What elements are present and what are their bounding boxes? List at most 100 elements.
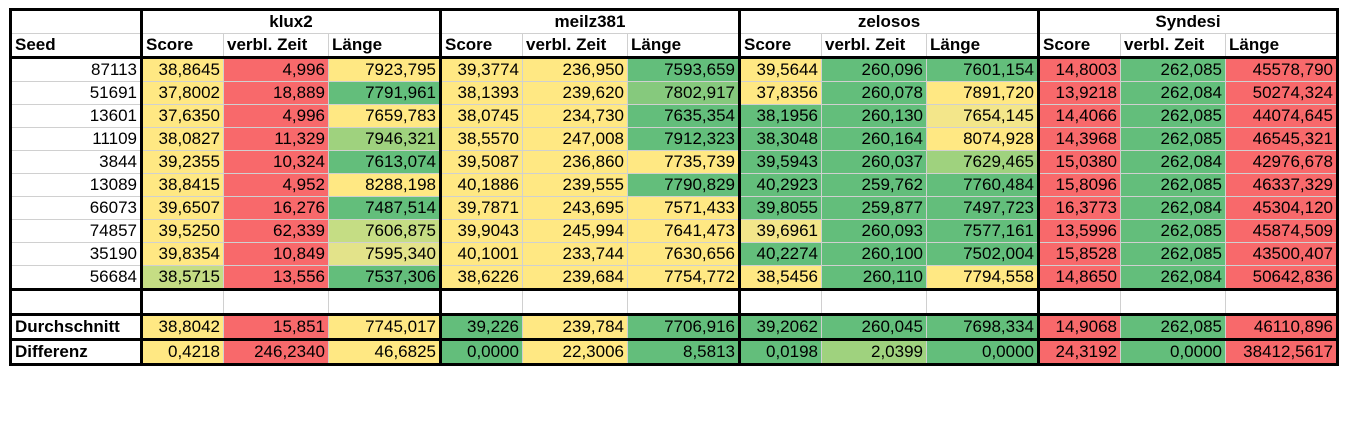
summary-value-cell[interactable]: 2,0399 — [821, 338, 927, 366]
summary-value-cell[interactable]: 14,9068 — [1037, 313, 1121, 341]
empty-cell[interactable] — [1120, 289, 1226, 316]
value-cell[interactable]: 260,078 — [821, 81, 927, 105]
summary-value-cell[interactable]: 0,4218 — [140, 338, 224, 366]
column-header[interactable]: Score — [738, 33, 822, 59]
seed-cell[interactable]: 13601 — [9, 104, 142, 128]
seed-cell[interactable]: 13089 — [9, 173, 142, 197]
value-cell[interactable]: 243,695 — [522, 196, 628, 220]
seed-header[interactable]: Seed — [9, 33, 142, 59]
value-cell[interactable]: 262,085 — [1120, 173, 1226, 197]
seed-cell[interactable]: 51691 — [9, 81, 142, 105]
column-header[interactable]: verbl. Zeit — [1120, 33, 1226, 59]
value-cell[interactable]: 7641,473 — [627, 219, 740, 243]
summary-value-cell[interactable]: 46110,896 — [1225, 313, 1339, 341]
empty-cell[interactable] — [439, 289, 523, 316]
value-cell[interactable]: 260,110 — [821, 265, 927, 291]
value-cell[interactable]: 14,8003 — [1037, 57, 1121, 82]
value-cell[interactable]: 245,994 — [522, 219, 628, 243]
value-cell[interactable]: 262,085 — [1120, 242, 1226, 266]
value-cell[interactable]: 39,7871 — [439, 196, 523, 220]
value-cell[interactable]: 262,085 — [1120, 57, 1226, 82]
column-header[interactable]: verbl. Zeit — [223, 33, 329, 59]
empty-cell[interactable] — [1225, 289, 1339, 316]
value-cell[interactable]: 14,3968 — [1037, 127, 1121, 151]
summary-value-cell[interactable]: 246,2340 — [223, 338, 329, 366]
column-header[interactable]: Score — [439, 33, 523, 59]
value-cell[interactable]: 7601,154 — [926, 57, 1039, 82]
column-header[interactable]: Länge — [1225, 33, 1339, 59]
summary-value-cell[interactable]: 22,3006 — [522, 338, 628, 366]
seed-cell[interactable]: 11109 — [9, 127, 142, 151]
value-cell[interactable]: 7891,720 — [926, 81, 1039, 105]
value-cell[interactable]: 4,996 — [223, 57, 329, 82]
value-cell[interactable]: 7659,783 — [328, 104, 441, 128]
value-cell[interactable]: 7735,739 — [627, 150, 740, 174]
value-cell[interactable]: 39,8055 — [738, 196, 822, 220]
value-cell[interactable]: 7577,161 — [926, 219, 1039, 243]
summary-value-cell[interactable]: 0,0000 — [926, 338, 1039, 366]
empty-cell[interactable] — [9, 289, 142, 316]
value-cell[interactable]: 239,684 — [522, 265, 628, 291]
summary-value-cell[interactable]: 15,851 — [223, 313, 329, 341]
value-cell[interactable]: 7571,433 — [627, 196, 740, 220]
value-cell[interactable]: 236,950 — [522, 57, 628, 82]
value-cell[interactable]: 38,5570 — [439, 127, 523, 151]
summary-value-cell[interactable]: 0,0000 — [1120, 338, 1226, 366]
summary-value-cell[interactable]: 7706,916 — [627, 313, 740, 341]
value-cell[interactable]: 7487,514 — [328, 196, 441, 220]
summary-value-cell[interactable]: 24,3192 — [1037, 338, 1121, 366]
value-cell[interactable]: 46545,321 — [1225, 127, 1339, 151]
value-cell[interactable]: 4,996 — [223, 104, 329, 128]
value-cell[interactable]: 38,1956 — [738, 104, 822, 128]
value-cell[interactable]: 11,329 — [223, 127, 329, 151]
value-cell[interactable]: 40,2923 — [738, 173, 822, 197]
value-cell[interactable]: 260,096 — [821, 57, 927, 82]
value-cell[interactable]: 236,860 — [522, 150, 628, 174]
value-cell[interactable]: 14,4066 — [1037, 104, 1121, 128]
value-cell[interactable]: 7606,875 — [328, 219, 441, 243]
value-cell[interactable]: 39,6961 — [738, 219, 822, 243]
value-cell[interactable]: 7946,321 — [328, 127, 441, 151]
value-cell[interactable]: 7760,484 — [926, 173, 1039, 197]
summary-value-cell[interactable]: 46,6825 — [328, 338, 441, 366]
empty-cell[interactable] — [627, 289, 740, 316]
empty-cell[interactable] — [522, 289, 628, 316]
value-cell[interactable]: 37,8002 — [140, 81, 224, 105]
column-header[interactable]: Score — [1037, 33, 1121, 59]
value-cell[interactable]: 260,100 — [821, 242, 927, 266]
value-cell[interactable]: 38,8415 — [140, 173, 224, 197]
value-cell[interactable]: 262,085 — [1120, 219, 1226, 243]
value-cell[interactable]: 233,744 — [522, 242, 628, 266]
value-cell[interactable]: 7593,659 — [627, 57, 740, 82]
value-cell[interactable]: 38,0745 — [439, 104, 523, 128]
value-cell[interactable]: 247,008 — [522, 127, 628, 151]
value-cell[interactable]: 13,556 — [223, 265, 329, 291]
column-header[interactable]: Länge — [328, 33, 441, 59]
value-cell[interactable]: 7595,340 — [328, 242, 441, 266]
column-header[interactable]: verbl. Zeit — [522, 33, 628, 59]
value-cell[interactable]: 7802,917 — [627, 81, 740, 105]
value-cell[interactable]: 13,9218 — [1037, 81, 1121, 105]
value-cell[interactable]: 7912,323 — [627, 127, 740, 151]
value-cell[interactable]: 43500,407 — [1225, 242, 1339, 266]
value-cell[interactable]: 7654,145 — [926, 104, 1039, 128]
value-cell[interactable]: 260,037 — [821, 150, 927, 174]
value-cell[interactable]: 39,5644 — [738, 57, 822, 82]
value-cell[interactable]: 260,164 — [821, 127, 927, 151]
value-cell[interactable]: 38,3048 — [738, 127, 822, 151]
summary-value-cell[interactable]: 260,045 — [821, 313, 927, 341]
empty-cell[interactable] — [328, 289, 441, 316]
value-cell[interactable]: 10,324 — [223, 150, 329, 174]
value-cell[interactable]: 44074,645 — [1225, 104, 1339, 128]
seed-cell[interactable]: 3844 — [9, 150, 142, 174]
summary-value-cell[interactable]: 38,8042 — [140, 313, 224, 341]
seed-cell[interactable]: 87113 — [9, 57, 142, 82]
value-cell[interactable]: 45874,509 — [1225, 219, 1339, 243]
value-cell[interactable]: 262,084 — [1120, 196, 1226, 220]
value-cell[interactable]: 46337,329 — [1225, 173, 1339, 197]
value-cell[interactable]: 7790,829 — [627, 173, 740, 197]
value-cell[interactable]: 50274,324 — [1225, 81, 1339, 105]
value-cell[interactable]: 239,620 — [522, 81, 628, 105]
value-cell[interactable]: 39,5087 — [439, 150, 523, 174]
summary-value-cell[interactable]: 39,226 — [439, 313, 523, 341]
